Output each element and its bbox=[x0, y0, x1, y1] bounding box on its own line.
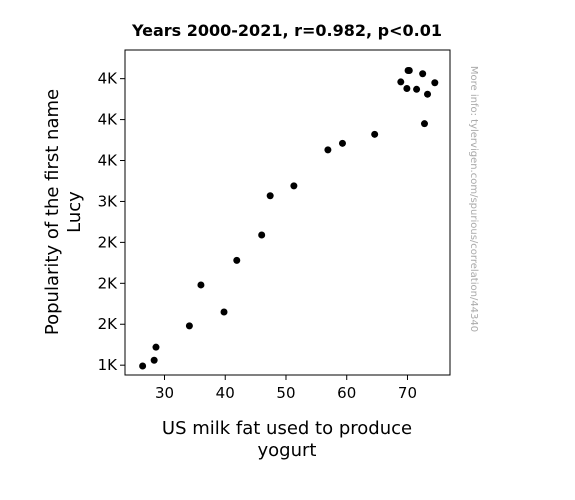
plot-area bbox=[124, 49, 451, 376]
data-point-13 bbox=[397, 78, 405, 86]
data-point-16 bbox=[405, 66, 413, 74]
y-axis-label-line-2: Lucy bbox=[64, 191, 85, 233]
data-point-0 bbox=[139, 362, 147, 370]
chart-title: Years 2000-2021, r=0.982, p<0.01 bbox=[131, 21, 442, 40]
data-points bbox=[139, 66, 439, 370]
data-point-18 bbox=[419, 70, 427, 78]
data-point-10 bbox=[324, 146, 332, 154]
x-axis-label-line-1: US milk fat used to produce bbox=[162, 418, 412, 439]
x-tick-label-4: 70 bbox=[398, 384, 417, 402]
watermark-text: More info: tylervigen.com/spurious/corre… bbox=[468, 66, 479, 332]
data-point-6 bbox=[233, 256, 241, 264]
data-point-20 bbox=[424, 90, 432, 98]
y-tick-label-0: 1K bbox=[98, 356, 119, 374]
y-tick-label-4: 3K bbox=[98, 192, 119, 210]
data-point-17 bbox=[413, 85, 421, 93]
y-tick-label-5: 4K bbox=[98, 152, 119, 170]
data-point-12 bbox=[371, 130, 379, 138]
y-axis-label-line-1: Popularity of the first name bbox=[42, 89, 63, 335]
data-point-9 bbox=[290, 182, 298, 190]
data-point-5 bbox=[220, 308, 228, 316]
y-axis: 1K 2K 2K 2K 3K 4K 4K 4K bbox=[98, 70, 125, 374]
data-point-3 bbox=[185, 322, 193, 330]
data-point-11 bbox=[338, 139, 346, 147]
data-point-2 bbox=[152, 343, 160, 351]
x-axis: 30 40 50 60 70 bbox=[155, 375, 417, 402]
data-point-4 bbox=[197, 281, 205, 289]
data-point-19 bbox=[420, 120, 428, 128]
y-tick-label-2: 2K bbox=[98, 274, 119, 292]
data-point-21 bbox=[431, 79, 439, 87]
y-tick-label-7: 4K bbox=[98, 70, 119, 88]
data-point-7 bbox=[258, 231, 266, 239]
data-point-14 bbox=[403, 84, 411, 92]
x-tick-label-0: 30 bbox=[155, 384, 174, 402]
data-point-8 bbox=[266, 192, 274, 200]
y-tick-label-6: 4K bbox=[98, 111, 119, 129]
x-axis-label-line-2: yogurt bbox=[258, 440, 317, 461]
x-tick-label-3: 60 bbox=[337, 384, 356, 402]
x-tick-label-2: 50 bbox=[276, 384, 295, 402]
x-tick-label-1: 40 bbox=[216, 384, 235, 402]
y-tick-label-3: 2K bbox=[98, 233, 119, 251]
data-point-1 bbox=[150, 356, 158, 364]
y-tick-label-1: 2K bbox=[98, 315, 119, 333]
